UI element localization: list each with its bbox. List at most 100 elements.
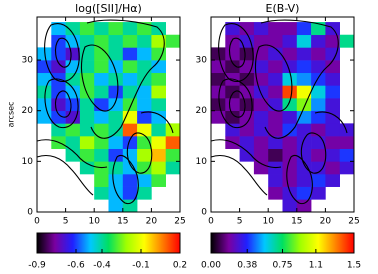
map-cell [79,148,95,162]
map-cell [296,110,312,124]
map-cell [296,186,312,200]
map-cell [37,98,52,112]
map-cell [225,60,240,74]
map-cell [65,72,81,86]
map-cell [296,85,312,99]
map-cell [94,47,109,61]
colorbar-tick-label: 0.00 [201,261,221,271]
map-cell [296,199,312,213]
map-cell [79,110,95,124]
map-cell [122,110,138,124]
map-cell [137,47,152,61]
colorbar [37,233,180,253]
y-tick-label: 30 [196,56,208,66]
map-cell [311,148,326,162]
map-cell [137,186,152,200]
map-cell [151,110,166,124]
map-cell [165,148,181,162]
map-cell [239,136,255,149]
map-cell [325,85,340,99]
map-cell [122,22,138,36]
map-cell [122,186,138,200]
map-cell [268,72,283,86]
map-cell [282,199,298,213]
colorbar-tick-label: -0.9 [28,261,46,271]
map-cell [79,136,95,149]
map-cell [253,123,269,137]
map-cell [65,136,81,149]
map-cell [211,72,226,86]
map-cell [296,22,312,36]
colorbar-tick-label: 0.2 [173,261,187,271]
map-cell [165,136,181,149]
map-cell [137,34,152,48]
colorbar-tick-label: -0.1 [132,261,150,271]
map-cell [137,148,152,162]
map-cell [122,123,138,137]
map-cell [37,47,52,61]
map-cell [94,174,109,187]
map-cell [325,72,340,86]
map-cell [253,98,269,112]
y-tick-label: 30 [22,56,34,66]
y-tick-label: 20 [22,106,34,116]
x-tick-label: 20 [146,217,158,227]
map-cell [151,174,166,187]
map-cell [79,85,95,99]
map-cell [108,34,124,48]
map-cell [325,110,340,124]
map-cell [94,110,109,124]
map-cell [108,123,124,137]
map-cell [311,174,326,187]
map-cell [282,85,298,99]
map-cell [311,98,326,112]
map-cell [268,60,283,74]
map-cell [225,34,240,48]
map-cell [311,72,326,86]
map-cell [311,34,326,48]
panel: 0 5 10 15 20 25 0 10 20 30 [196,16,360,227]
map-cell [151,85,166,99]
map-cell [108,186,124,200]
map-cell [108,136,124,149]
map [37,22,181,213]
map-cell [94,85,109,99]
plot-frame [36,16,181,213]
map-cell [94,136,109,149]
map-cell [296,47,312,61]
map-cell [122,60,138,74]
map-cell [282,136,298,149]
map-cell [211,85,226,99]
map-cell [325,47,340,61]
map-cell [268,22,283,36]
map-cell [108,174,124,187]
map-cell [65,98,81,112]
map-cell [225,110,240,124]
y-tick-label: 0 [27,208,33,218]
colorbar-tick-label: 1.5 [347,261,361,271]
map-cell [253,60,269,74]
map-cell [311,161,326,175]
map-cell [282,186,298,200]
map-cell [122,98,138,112]
map-cell [268,47,283,61]
map-cell [296,174,312,187]
map-cell [79,22,95,36]
map-cell [325,98,340,112]
map-cell [225,98,240,112]
map-cell [282,47,298,61]
map-cell [268,110,283,124]
map-cell [268,98,283,112]
map-cell [311,85,326,99]
map-cell [151,72,166,86]
y-axis-label: arcsec [7,102,16,128]
map-cell [94,186,109,200]
map-cell [137,123,152,137]
map-cell [296,136,312,149]
y-tick-label: 10 [22,157,34,167]
map-cell [325,148,340,162]
map-cell [268,123,283,137]
map-cell [339,148,355,162]
map-cell [108,161,124,175]
map-cell [253,34,269,48]
